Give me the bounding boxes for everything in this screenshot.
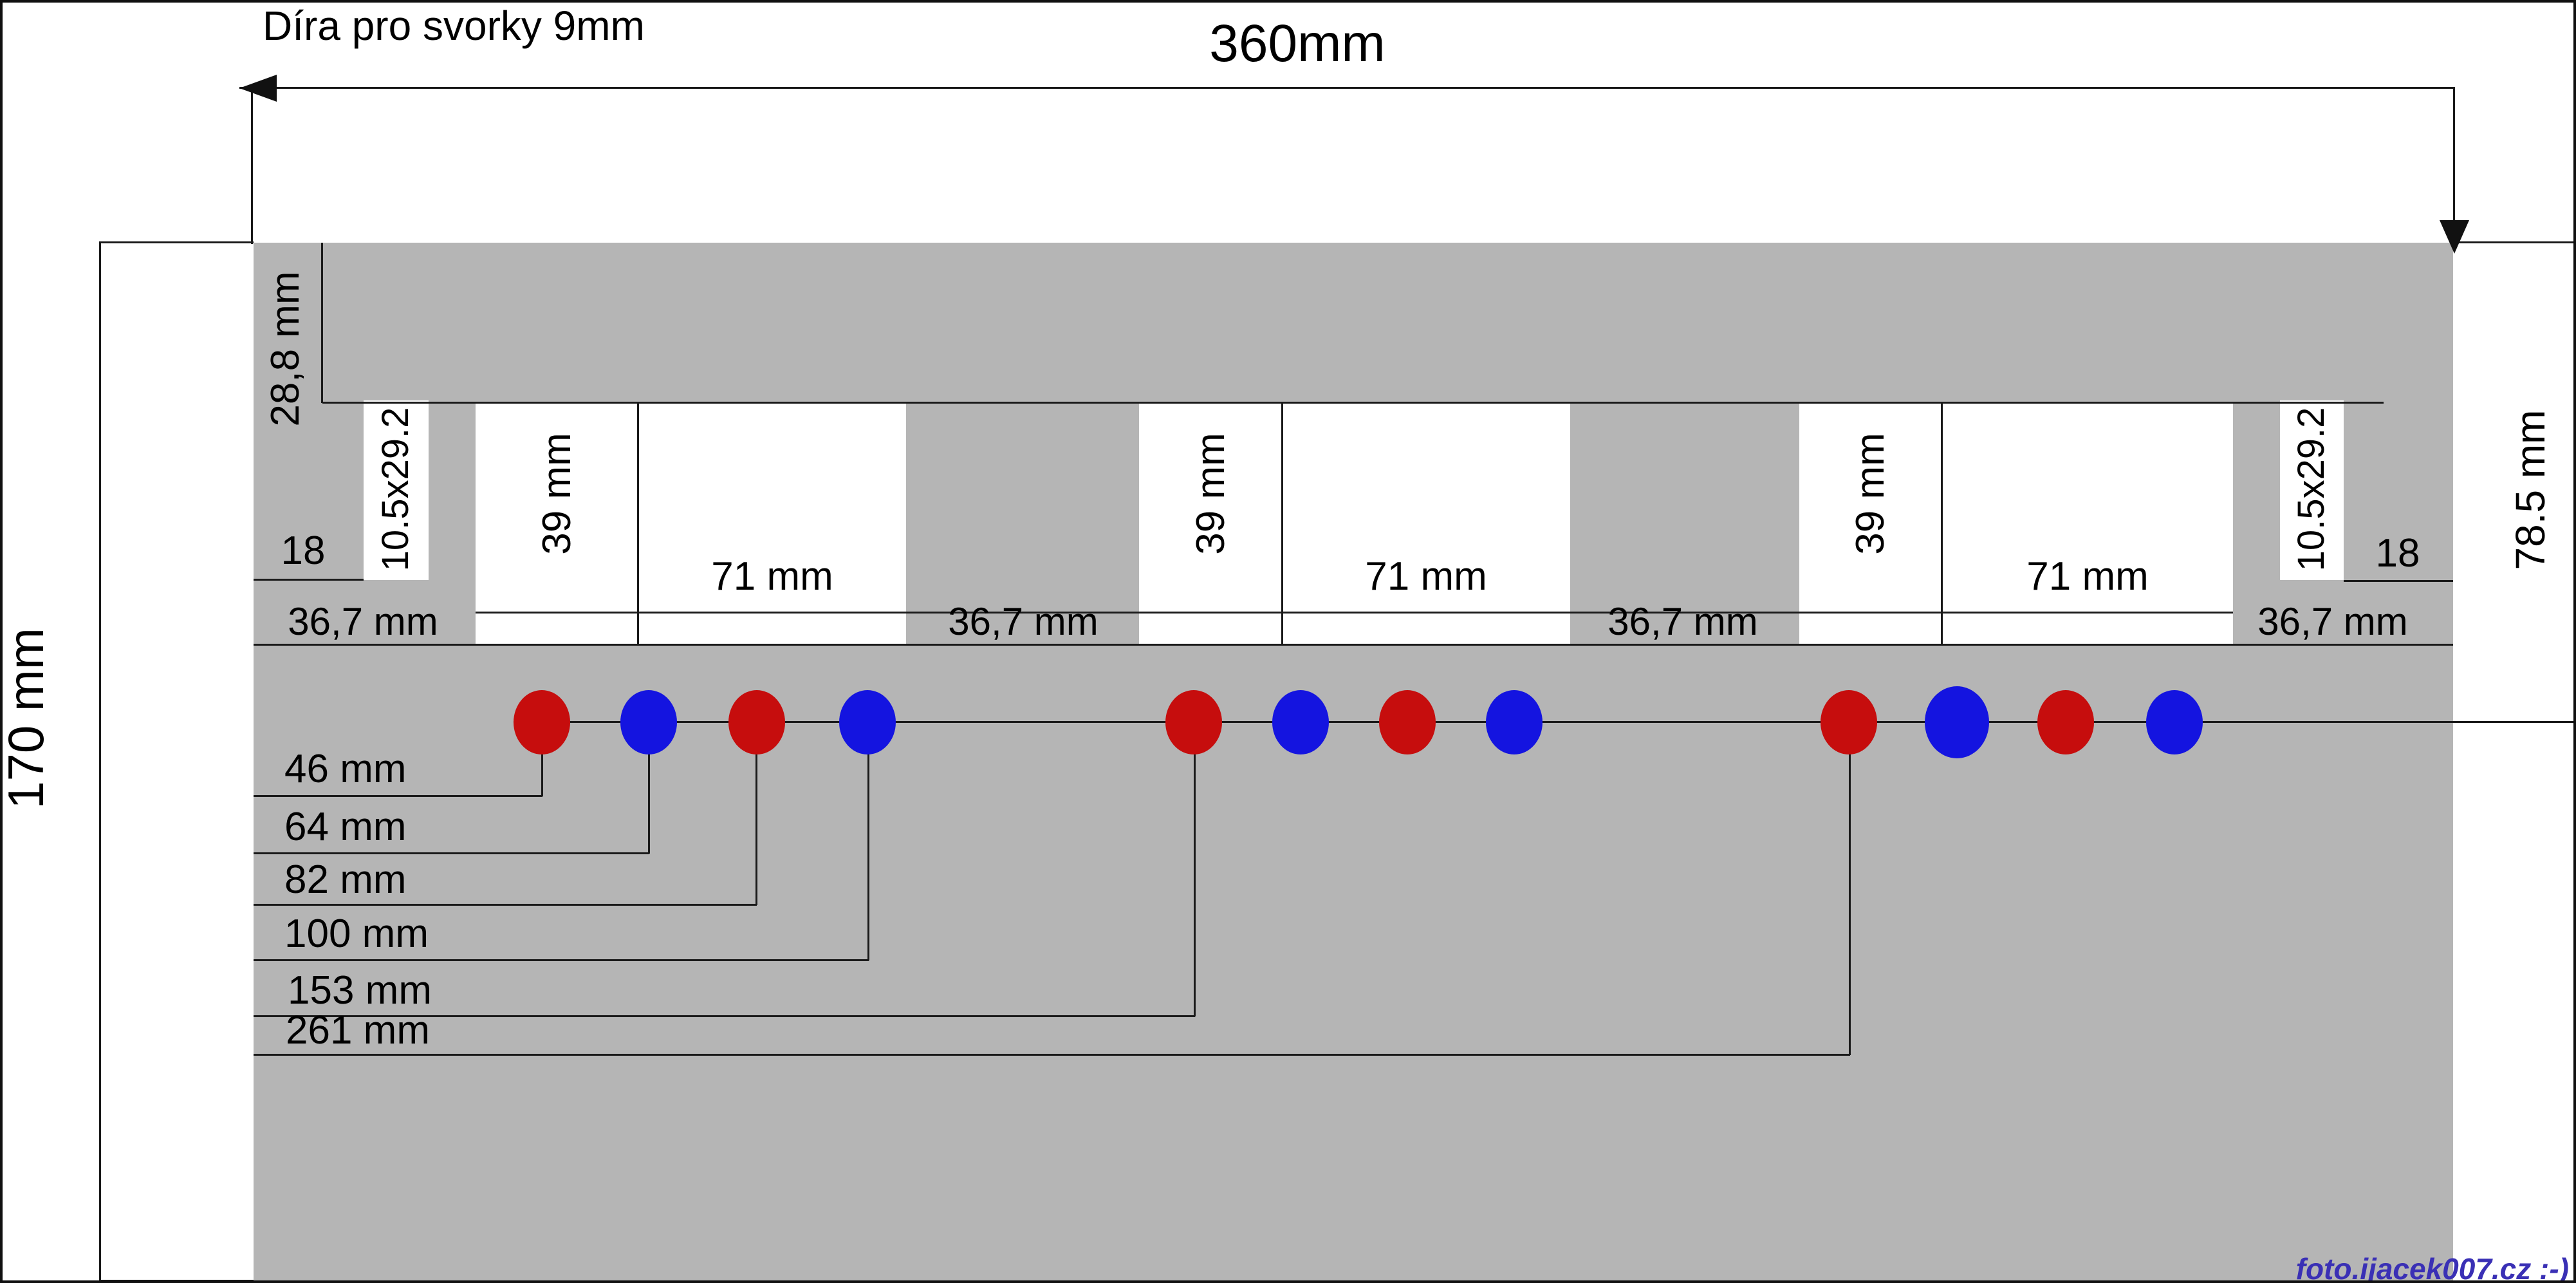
dim-slot-right-label: 10.5x29.2 [2290,407,2332,572]
drawing-title: Díra pro svorky 9mm [263,3,645,49]
hole-5-red [1165,690,1222,754]
dim-right-height-label: 78.5 mm [2507,409,2553,570]
dim-cutout2-height-label: 39 mm [1189,433,1233,555]
window-cutout-2 [1139,403,1570,645]
band-bottom-line [322,402,2384,404]
leader-drop-261 [1849,722,1851,1055]
leader-drop-153 [1194,722,1196,1016]
dim-gap4-label: 36,7 mm [2257,600,2408,643]
right-dim-extension-line [2456,241,2573,243]
dim-edge-left-label: 18 [281,529,326,573]
cutout3-divider-line [1941,403,1943,645]
dim-cutout1-height-label: 39 mm [535,433,579,555]
leader-line-153 [254,1015,1195,1017]
leader-drop-100 [867,722,869,960]
slot-cutout-right [2280,400,2344,580]
dim-arrow-down-icon [2440,220,2469,254]
hole-4-blue [839,690,896,754]
dim-band-height-label: 28,8 mm [263,271,308,427]
total-width-dim-line [239,87,2454,89]
leader-line-261 [254,1054,1850,1056]
dim-cutout3-height-label: 39 mm [1848,433,1893,555]
hole-offset-100-label: 100 mm [284,912,429,956]
dim-arrow-left-icon [239,75,277,102]
dim-cutout2-width-label: 71 mm [1365,554,1487,599]
cutout2-divider-line [1281,403,1283,645]
dim-total-width-label: 360mm [1209,14,1385,73]
dim-cutout3-width-label: 71 mm [2026,554,2149,599]
right-height-dim-line [2573,241,2575,723]
watermark-text: foto.ijacek007.cz :-) [2295,1252,2569,1283]
edge18-underline-right [2344,580,2453,582]
total-height-tick-bottom [99,1280,254,1282]
hole-7-red [1379,690,1436,754]
plate-body [254,243,2453,1280]
hole-offset-46-label: 46 mm [284,747,407,791]
hole-9-red [1821,690,1877,754]
holes-center-line [514,721,2573,723]
window-cutout-3 [1799,403,2233,645]
cutout1-divider-line [637,403,639,645]
hole-offset-82-label: 82 mm [284,857,407,902]
leader-drop-64 [648,722,650,854]
dim-gap2-label: 36,7 mm [948,600,1098,643]
hole-offset-64-label: 64 mm [284,805,407,849]
hole-6-blue [1272,690,1329,754]
hole-offset-153-label: 153 mm [288,968,432,1013]
hole-12-blue [2146,690,2203,754]
hole-offset-261-label: 261 mm [286,1008,430,1053]
leader-line-46 [254,795,542,797]
dim-gap3-label: 36,7 mm [1608,600,1758,643]
leader-drop-46 [541,722,543,796]
leader-line-64 [254,852,649,854]
dim-cutout1-width-label: 71 mm [711,554,833,599]
dim-total-height-label: 170 mm [0,628,54,809]
dim-gap1-label: 36,7 mm [288,600,438,643]
leader-line-100 [254,959,869,961]
total-height-tick-top [99,241,254,243]
total-width-ext-right [2453,87,2455,223]
dim-slot-left-label: 10.5x29.2 [375,407,416,572]
leader-drop-82 [755,722,757,905]
band-height-dim-line [321,243,323,403]
hole-3-red [728,690,785,754]
dim-edge-right-label: 18 [2375,531,2420,576]
hole-11-red [2037,690,2094,754]
hole-8-blue [1486,690,1543,754]
hole-2-blue [620,690,677,754]
band-area-bottom-line [254,644,2453,646]
cutout-inner-line [476,612,2233,613]
window-cutout-1 [476,403,906,645]
hole-10-blue [1925,686,1989,758]
hole-1-red [514,690,570,754]
total-height-dim-line [99,243,101,1280]
slot-cutout-left [364,400,429,580]
total-width-ext-left [251,87,253,244]
leader-line-82 [254,904,757,906]
edge18-underline-left [254,579,364,581]
